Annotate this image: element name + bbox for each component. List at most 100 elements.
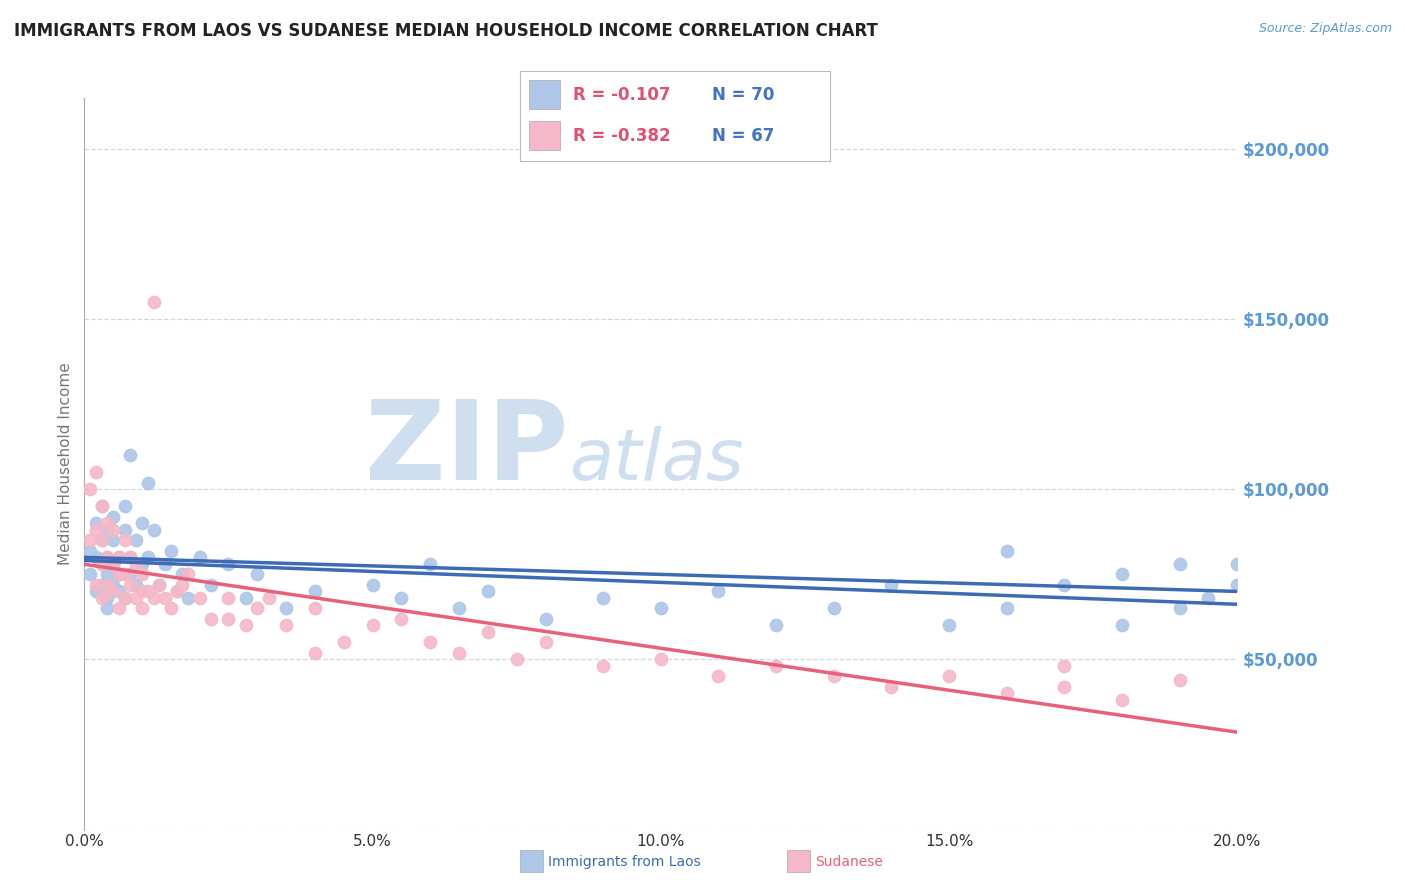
Text: N = 67: N = 67: [711, 127, 775, 145]
Point: [218, 591, 240, 606]
Point: [108, 550, 131, 565]
Point: [938, 618, 960, 632]
Point: [449, 601, 471, 615]
Point: [391, 591, 413, 606]
Point: [114, 523, 136, 537]
Point: [84, 550, 107, 565]
Point: [1168, 558, 1191, 572]
Point: [120, 567, 142, 582]
Point: [1053, 659, 1076, 673]
Point: [938, 669, 960, 683]
Point: [131, 584, 153, 599]
Point: [90, 558, 112, 572]
Point: [148, 577, 170, 591]
Point: [1226, 558, 1249, 572]
Point: [1053, 577, 1076, 591]
Point: [246, 567, 269, 582]
Point: [1168, 601, 1191, 615]
Point: [304, 646, 326, 660]
Point: [650, 601, 672, 615]
Y-axis label: Median Household Income: Median Household Income: [58, 362, 73, 566]
Text: R = -0.382: R = -0.382: [572, 127, 671, 145]
Point: [103, 523, 124, 537]
Point: [79, 543, 101, 558]
Point: [90, 533, 112, 548]
Point: [96, 550, 118, 565]
Point: [160, 543, 183, 558]
Point: [79, 567, 101, 582]
Point: [131, 558, 153, 572]
Point: [707, 669, 730, 683]
Point: [120, 577, 142, 591]
Point: [166, 584, 188, 599]
Bar: [530, 80, 561, 109]
Point: [90, 500, 112, 514]
Point: [114, 591, 136, 606]
Point: [148, 577, 170, 591]
Point: [136, 584, 159, 599]
Point: [276, 601, 298, 615]
Point: [1198, 591, 1220, 606]
Point: [477, 584, 499, 599]
Point: [96, 516, 118, 531]
Point: [333, 635, 356, 649]
Point: [136, 550, 159, 565]
Point: [1226, 577, 1249, 591]
Point: [160, 601, 183, 615]
Point: [120, 448, 142, 462]
Point: [108, 601, 131, 615]
Point: [200, 612, 222, 626]
Point: [114, 500, 136, 514]
Point: [391, 612, 413, 626]
Point: [103, 558, 124, 572]
Point: [84, 523, 107, 537]
Point: [103, 509, 124, 524]
Point: [136, 475, 159, 490]
Point: [188, 550, 211, 565]
Point: [177, 567, 200, 582]
Point: [304, 601, 326, 615]
Point: [1168, 673, 1191, 687]
Text: ZIP: ZIP: [366, 396, 568, 503]
Point: [125, 591, 148, 606]
Point: [257, 591, 280, 606]
Point: [125, 558, 148, 572]
Point: [142, 295, 165, 310]
Point: [142, 523, 165, 537]
Point: [84, 584, 107, 599]
Point: [823, 601, 845, 615]
Text: N = 70: N = 70: [711, 86, 775, 103]
Point: [96, 601, 118, 615]
Point: [506, 652, 529, 666]
Point: [200, 577, 222, 591]
Point: [142, 591, 165, 606]
Text: IMMIGRANTS FROM LAOS VS SUDANESE MEDIAN HOUSEHOLD INCOME CORRELATION CHART: IMMIGRANTS FROM LAOS VS SUDANESE MEDIAN …: [14, 22, 877, 40]
Point: [880, 680, 903, 694]
Point: [592, 659, 614, 673]
Point: [1111, 567, 1133, 582]
Point: [218, 612, 240, 626]
Point: [995, 601, 1018, 615]
Point: [172, 577, 194, 591]
Point: [449, 646, 471, 660]
Point: [84, 516, 107, 531]
Point: [131, 601, 153, 615]
Point: [103, 584, 124, 599]
Point: [108, 567, 131, 582]
Point: [534, 612, 557, 626]
Point: [103, 577, 124, 591]
Point: [153, 591, 176, 606]
Point: [108, 550, 131, 565]
Point: [96, 577, 118, 591]
Point: [276, 618, 298, 632]
Point: [90, 577, 112, 591]
Point: [90, 500, 112, 514]
Point: [108, 584, 131, 599]
Point: [114, 567, 136, 582]
Point: [79, 533, 101, 548]
Point: [235, 591, 257, 606]
Point: [120, 550, 142, 565]
Point: [1111, 693, 1133, 707]
Text: Immigrants from Laos: Immigrants from Laos: [548, 855, 702, 869]
Text: Sudanese: Sudanese: [815, 855, 883, 869]
